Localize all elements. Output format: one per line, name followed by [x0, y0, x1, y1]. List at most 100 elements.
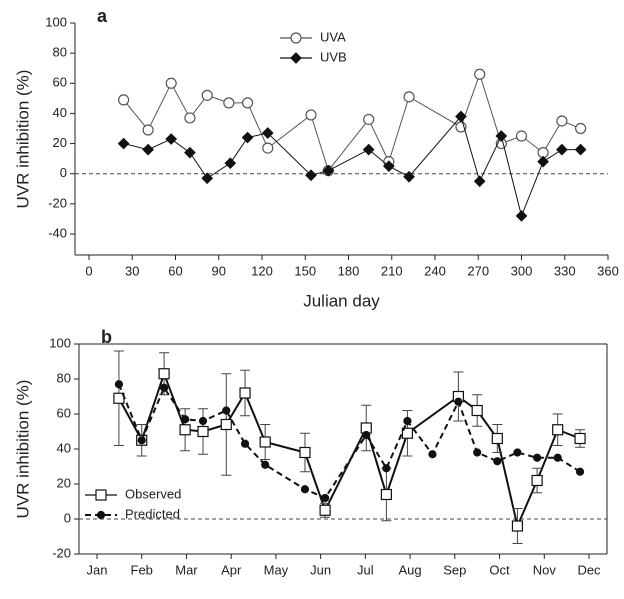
legend-marker [290, 32, 302, 44]
point [531, 474, 543, 487]
point [401, 427, 414, 439]
point [382, 464, 391, 473]
point [491, 432, 503, 445]
point [515, 210, 528, 222]
point [474, 68, 486, 80]
point [473, 175, 486, 188]
y-tick-label: 0 [64, 510, 71, 525]
point [142, 124, 154, 136]
x-tick-label: 150 [294, 263, 316, 278]
point [556, 143, 568, 156]
y-tick-label: 20 [53, 135, 67, 150]
point [537, 155, 549, 168]
point [322, 164, 335, 177]
point [201, 89, 213, 101]
panel-label: b [101, 327, 112, 347]
point [137, 436, 146, 445]
x-tick-label: Jul [357, 562, 374, 577]
y-tick-label: 100 [49, 335, 71, 350]
point [471, 404, 483, 417]
point [511, 520, 524, 532]
y-tick-label: 40 [57, 440, 71, 455]
point [184, 146, 196, 159]
point [179, 424, 191, 436]
point [403, 170, 415, 183]
x-tick-label: 0 [85, 263, 92, 278]
point [165, 133, 178, 145]
point [362, 430, 371, 440]
x-tick-label: Jun [310, 562, 331, 577]
y-tick-label: 80 [57, 370, 71, 385]
point [261, 127, 274, 139]
x-tick-label: Aug [399, 562, 422, 577]
point [493, 457, 502, 466]
point [261, 460, 270, 469]
series-line [118, 370, 581, 530]
legend-marker [95, 489, 107, 501]
legend-label: Predicted [125, 506, 180, 521]
y-tick-label: -40 [48, 225, 67, 240]
legend-label: Observed [125, 486, 181, 501]
x-tick-label: Oct [489, 562, 510, 577]
point [574, 432, 586, 445]
point [240, 439, 250, 448]
point [556, 115, 568, 127]
x-tick-label: May [264, 562, 289, 577]
point [473, 448, 482, 457]
point [321, 493, 330, 503]
x-tick-label: Jan [87, 562, 108, 577]
legend-label: UVA [320, 29, 346, 44]
point [114, 380, 124, 389]
x-tick-label: 180 [338, 263, 360, 278]
y-tick-label: 60 [53, 75, 67, 90]
point [305, 169, 317, 182]
legend-marker [96, 510, 106, 520]
y-tick-label: 40 [53, 105, 67, 120]
point [159, 383, 169, 392]
point [117, 94, 130, 106]
x-tick-label: Nov [533, 562, 557, 577]
point [454, 397, 463, 406]
point [319, 504, 331, 516]
x-tick-label: 210 [381, 263, 403, 278]
point [165, 77, 177, 89]
point [224, 157, 237, 170]
point [403, 91, 415, 103]
x-tick-label: 270 [467, 263, 489, 278]
point [495, 130, 508, 142]
x-tick-label: 300 [511, 263, 533, 278]
y-tick-label: 20 [57, 475, 71, 490]
point [455, 110, 467, 123]
y-tick-label: 0 [60, 165, 67, 180]
point [158, 368, 170, 380]
point [222, 406, 231, 415]
y-tick-label: 60 [57, 405, 71, 420]
point [575, 122, 587, 135]
point [220, 418, 232, 431]
point [299, 446, 311, 459]
y-tick-label: -20 [48, 195, 67, 210]
y-axis-label: UVR inhibition (%) [13, 380, 32, 519]
x-tick-label: 90 [212, 263, 226, 278]
panel-label: a [97, 6, 108, 26]
point [300, 485, 310, 494]
point [239, 387, 251, 399]
point [380, 488, 392, 501]
point [552, 424, 564, 436]
point [575, 467, 585, 476]
y-tick-label: 80 [53, 45, 67, 60]
series-line [117, 383, 581, 500]
point [515, 130, 528, 142]
point [553, 453, 562, 462]
y-axis-label: UVR inhibition (%) [13, 70, 32, 209]
x-tick-label: Feb [131, 562, 153, 577]
point [305, 109, 317, 121]
x-tick-label: 240 [424, 263, 446, 278]
legend-label: UVB [320, 49, 347, 64]
x-tick-label: Sep [443, 562, 466, 577]
x-axis-label: Julian day [303, 291, 380, 310]
point [383, 160, 395, 173]
point [201, 172, 214, 185]
point [362, 143, 375, 156]
